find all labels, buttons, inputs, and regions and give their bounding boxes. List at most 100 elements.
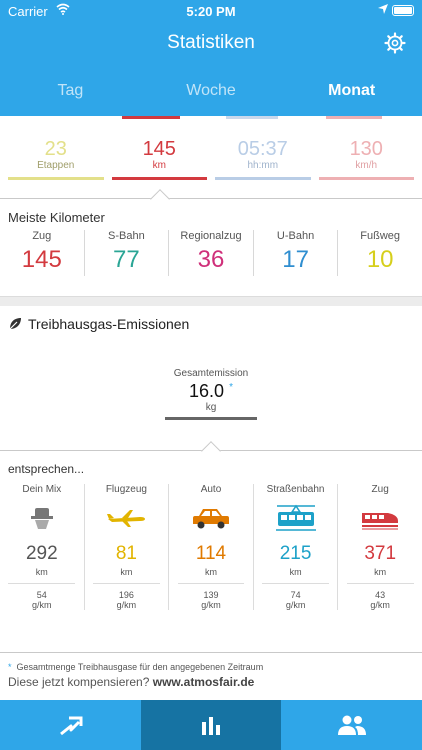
mode-fussweg[interactable]: Fußweg 10 bbox=[338, 230, 422, 276]
compare-icon-wrap bbox=[338, 501, 422, 535]
compare-zug[interactable]: Zug 371 km 43 g/km bbox=[338, 484, 422, 610]
airplane-icon bbox=[107, 510, 146, 527]
total-emission-unit: kg bbox=[205, 402, 217, 413]
mode-value: 36 bbox=[197, 246, 225, 273]
peek-bar-red bbox=[122, 116, 180, 119]
compare-label: Auto bbox=[200, 484, 222, 495]
stat-duration[interactable]: 05:37 hh:mm bbox=[215, 138, 311, 180]
nav-community[interactable] bbox=[281, 700, 422, 750]
total-emission-label: Gesamtemission bbox=[173, 368, 249, 379]
mode-regionalzug[interactable]: Regionalzug 36 bbox=[169, 230, 254, 276]
compare-unit: km bbox=[204, 567, 217, 577]
mode-value: 145 bbox=[21, 246, 62, 273]
compare-value: 371 bbox=[364, 543, 397, 564]
compare-gram: 74 bbox=[290, 590, 301, 600]
selection-notch bbox=[150, 189, 170, 209]
mode-label: Regionalzug bbox=[180, 230, 242, 242]
leaf-icon bbox=[9, 318, 21, 330]
compare-flugzeug[interactable]: Flugzeug 81 km 196 g/km bbox=[85, 484, 170, 610]
gear-icon[interactable] bbox=[384, 32, 406, 54]
car-icon bbox=[192, 509, 229, 529]
tab-woche[interactable]: Woche bbox=[186, 82, 236, 99]
footnote: * Gesamtmenge Treibhausgase für den ange… bbox=[8, 662, 414, 672]
stat-underline bbox=[8, 177, 104, 180]
stat-unit: Etappen bbox=[37, 160, 75, 171]
compare-label: Zug bbox=[371, 484, 389, 495]
compare-gram-unit: g/km bbox=[201, 600, 221, 610]
wifi-icon bbox=[56, 3, 70, 15]
divider bbox=[0, 652, 422, 653]
compare-strassenbahn[interactable]: Straßenbahn 215 km 74 g/km bbox=[254, 484, 339, 610]
compare-label: Straßenbahn bbox=[266, 484, 325, 495]
compare-unit: km bbox=[120, 567, 133, 577]
total-emission-number: 16.0 bbox=[189, 381, 225, 401]
stat-value: 145 bbox=[142, 138, 176, 160]
compare-icon-wrap bbox=[169, 501, 253, 535]
tab-tag[interactable]: Tag bbox=[57, 82, 84, 99]
nav-trips[interactable] bbox=[0, 700, 141, 750]
compare-value: 81 bbox=[115, 543, 137, 564]
mode-value: 77 bbox=[113, 246, 140, 273]
scrolled-content-edge bbox=[0, 116, 422, 124]
stat-km[interactable]: 145 km bbox=[111, 138, 207, 180]
emission-comparison: Dein Mix 292 km 54 g/km Flugzeug 81 km bbox=[0, 484, 422, 610]
compensate-line: Diese jetzt kompensieren? www.atmosfair.… bbox=[8, 675, 414, 689]
mode-value: 10 bbox=[366, 246, 394, 273]
carrier-label: Carrier bbox=[8, 4, 48, 19]
people-icon bbox=[337, 715, 366, 735]
emissions-title: Treibhausgas-Emissionen bbox=[28, 316, 190, 332]
atmosfair-link[interactable]: www.atmosfair.de bbox=[152, 675, 255, 689]
location-arrow-icon bbox=[378, 4, 388, 14]
footnote-text: Gesamtmenge Treibhausgase für den angege… bbox=[16, 662, 264, 672]
compare-icon-wrap bbox=[85, 501, 169, 535]
compare-unit: km bbox=[374, 567, 387, 577]
stat-underline bbox=[111, 177, 207, 180]
mode-label: S-Bahn bbox=[108, 230, 145, 242]
stat-speed[interactable]: 130 km/h bbox=[318, 138, 414, 180]
mode-s-bahn[interactable]: S-Bahn 77 bbox=[85, 230, 170, 276]
peek-bar-blue bbox=[226, 116, 278, 119]
divider bbox=[0, 198, 422, 199]
status-time: 5:20 PM bbox=[186, 4, 236, 19]
compare-icon-wrap bbox=[254, 501, 338, 535]
mode-label: U-Bahn bbox=[276, 230, 315, 242]
stat-unit: km/h bbox=[355, 160, 378, 171]
footnote-marker: * bbox=[8, 662, 12, 672]
compare-dein-mix[interactable]: Dein Mix 292 km 54 g/km bbox=[0, 484, 85, 610]
peek-bar-pink bbox=[326, 116, 382, 119]
tram-icon bbox=[275, 504, 316, 531]
compare-value: 114 bbox=[195, 543, 227, 564]
compare-unit: km bbox=[289, 567, 302, 577]
status-bar: Carrier 5:20 PM bbox=[0, 0, 422, 22]
tab-monat[interactable]: Monat bbox=[328, 82, 376, 99]
compensate-text: Diese jetzt kompensieren? bbox=[8, 675, 150, 689]
total-emission: Gesamtemission 16.0 * kg bbox=[165, 368, 257, 420]
compare-label: Flugzeug bbox=[105, 484, 147, 495]
mode-label: Zug bbox=[32, 230, 52, 242]
section-gap bbox=[0, 296, 422, 306]
meiste-kilometer-title: Meiste Kilometer bbox=[8, 210, 105, 225]
footer-note: * Gesamtmenge Treibhausgase für den ange… bbox=[8, 662, 414, 689]
stat-unit: hh:mm bbox=[247, 160, 279, 171]
nav-statistics[interactable] bbox=[140, 700, 282, 750]
stat-etappen[interactable]: 23 Etappen bbox=[8, 138, 104, 180]
app-header: Carrier 5:20 PM Statistiken Tag Woche Mo… bbox=[0, 0, 422, 116]
compare-gram-unit: g/km bbox=[370, 600, 390, 610]
compare-auto[interactable]: Auto 114 km 139 g/km bbox=[169, 484, 254, 610]
mode-zug[interactable]: Zug 145 bbox=[0, 230, 85, 276]
compare-separator bbox=[262, 583, 330, 584]
transfer-icon bbox=[60, 716, 83, 736]
page-title: Statistiken bbox=[167, 32, 255, 53]
stat-underline bbox=[318, 177, 414, 180]
compare-label: Dein Mix bbox=[22, 484, 62, 495]
compare-unit: km bbox=[35, 567, 48, 577]
compare-gram-unit: g/km bbox=[116, 600, 137, 610]
train-icon bbox=[362, 513, 399, 530]
compare-gram-unit: g/km bbox=[285, 600, 306, 610]
compare-separator bbox=[8, 583, 76, 584]
compare-separator bbox=[177, 583, 245, 584]
emissions-header: Treibhausgas-Emissionen bbox=[8, 316, 189, 332]
stat-unit: km bbox=[152, 160, 166, 171]
battery-icon bbox=[392, 5, 414, 16]
mode-u-bahn[interactable]: U-Bahn 17 bbox=[254, 230, 339, 276]
